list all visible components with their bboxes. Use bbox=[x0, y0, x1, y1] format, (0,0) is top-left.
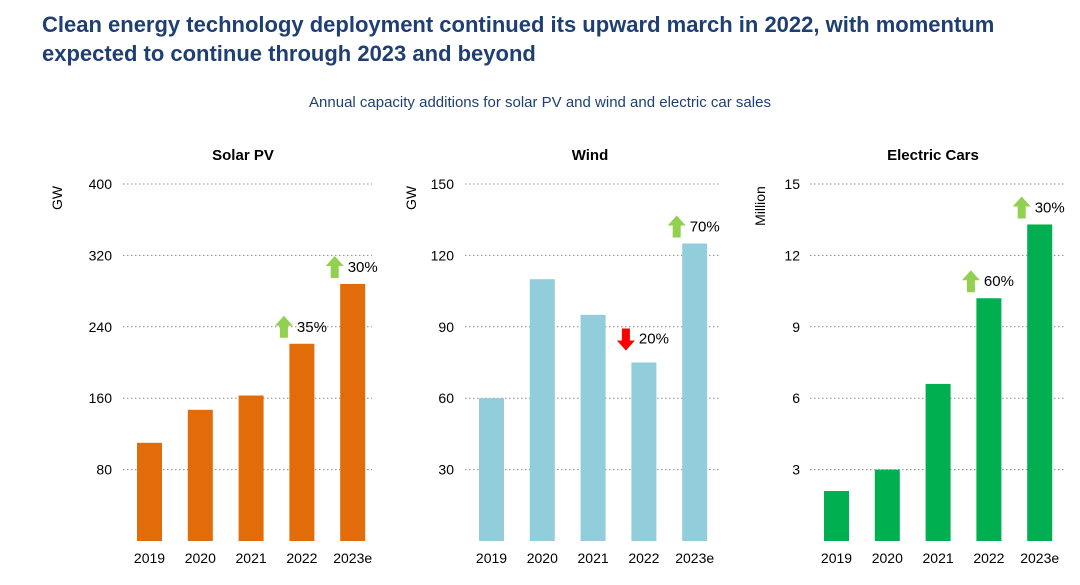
bar bbox=[238, 395, 264, 541]
y-tick-label: 90 bbox=[438, 319, 454, 335]
growth-arrow-up-icon bbox=[1012, 196, 1031, 219]
chart-title: Electric Cars bbox=[887, 147, 979, 164]
subtitle: Annual capacity additions for solar PV a… bbox=[309, 94, 771, 111]
y-tick-label: 6 bbox=[792, 390, 800, 406]
x-tick-label: 2021 bbox=[923, 550, 954, 566]
x-tick-label: 2019 bbox=[476, 550, 507, 566]
bar bbox=[682, 243, 708, 541]
y-axis-title: GW bbox=[49, 185, 65, 210]
bar bbox=[631, 362, 657, 541]
y-tick-label: 9 bbox=[792, 319, 800, 335]
x-tick-label: 2022 bbox=[286, 550, 317, 566]
y-tick-label: 400 bbox=[89, 176, 113, 192]
bar bbox=[925, 383, 951, 541]
bar bbox=[874, 469, 900, 541]
x-tick-label: 2023e bbox=[1020, 550, 1059, 566]
x-tick-label: 2021 bbox=[578, 550, 609, 566]
y-tick-label: 160 bbox=[89, 390, 113, 406]
x-tick-label: 2023e bbox=[333, 550, 372, 566]
growth-arrow-up-icon bbox=[667, 215, 686, 238]
x-tick-label: 2019 bbox=[134, 550, 165, 566]
chart-title: Wind bbox=[572, 147, 609, 164]
growth-label: 20% bbox=[639, 331, 669, 348]
y-tick-label: 80 bbox=[96, 462, 112, 478]
bar bbox=[976, 298, 1002, 541]
y-tick-label: 150 bbox=[431, 176, 455, 192]
growth-label: 35% bbox=[297, 319, 327, 336]
y-tick-label: 320 bbox=[89, 247, 113, 263]
x-tick-label: 2019 bbox=[821, 550, 852, 566]
x-tick-label: 2022 bbox=[973, 550, 1004, 566]
bar bbox=[529, 279, 555, 541]
growth-arrow-up-icon bbox=[325, 255, 344, 278]
chart-title: Solar PV bbox=[212, 147, 274, 164]
x-tick-label: 2020 bbox=[872, 550, 903, 566]
y-axis-title: Million bbox=[752, 186, 768, 226]
bar bbox=[340, 283, 366, 541]
growth-label: 30% bbox=[348, 259, 378, 276]
bar bbox=[137, 442, 162, 541]
x-tick-label: 2020 bbox=[527, 550, 558, 566]
growth-arrow-up-icon bbox=[274, 315, 293, 338]
y-tick-label: 3 bbox=[792, 462, 800, 478]
y-axis-title: GW bbox=[403, 185, 419, 210]
x-tick-label: 2023e bbox=[675, 550, 714, 566]
decline-arrow-down-icon bbox=[616, 328, 635, 351]
growth-label: 60% bbox=[984, 273, 1014, 290]
growth-label: 70% bbox=[690, 219, 720, 236]
x-tick-label: 2021 bbox=[236, 550, 267, 566]
growth-arrow-up-icon bbox=[961, 270, 980, 293]
y-tick-label: 12 bbox=[784, 247, 800, 263]
bar bbox=[580, 314, 606, 541]
bar bbox=[187, 409, 213, 541]
y-tick-label: 15 bbox=[784, 176, 800, 192]
bar bbox=[1027, 224, 1053, 541]
y-tick-label: 240 bbox=[89, 319, 113, 335]
headline: Clean energy technology deployment conti… bbox=[42, 12, 995, 66]
y-tick-label: 120 bbox=[431, 247, 455, 263]
y-tick-label: 60 bbox=[438, 390, 454, 406]
bar bbox=[824, 491, 849, 541]
x-tick-label: 2022 bbox=[628, 550, 659, 566]
y-tick-label: 30 bbox=[438, 462, 454, 478]
growth-label: 30% bbox=[1035, 199, 1065, 216]
x-tick-label: 2020 bbox=[185, 550, 216, 566]
bar bbox=[479, 398, 504, 541]
bar bbox=[289, 343, 315, 541]
